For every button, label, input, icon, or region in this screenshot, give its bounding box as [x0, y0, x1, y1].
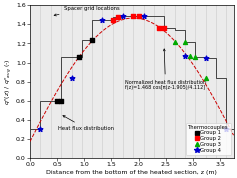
Text: Normalized heat flux distribution
f(z)=1.468 cos[π(z-1.905)/4.112]: Normalized heat flux distribution f(z)=1… — [125, 49, 206, 90]
Point — [204, 56, 207, 59]
Point — [183, 40, 187, 43]
Text: Spacer grid locations: Spacer grid locations — [54, 6, 119, 16]
Point — [59, 100, 63, 103]
Point — [188, 54, 192, 57]
Point — [116, 15, 120, 18]
Point — [100, 18, 104, 21]
Point — [70, 76, 73, 79]
Point — [193, 55, 197, 58]
Point — [173, 40, 177, 43]
Point — [224, 128, 228, 130]
Point — [90, 38, 94, 41]
Point — [157, 27, 161, 30]
Point — [121, 14, 125, 17]
Point — [137, 14, 141, 17]
Point — [183, 54, 187, 57]
X-axis label: Distance from the bottom of the heated section, z (m): Distance from the bottom of the heated s… — [46, 169, 217, 174]
Legend: Group 1, Group 2, Group 3, Group 4: Group 1, Group 2, Group 3, Group 4 — [186, 123, 231, 155]
Point — [55, 100, 59, 103]
Point — [162, 27, 166, 30]
Point — [204, 76, 207, 79]
Point — [111, 18, 115, 21]
Point — [38, 128, 42, 130]
Y-axis label: $q''(z)$ / $q''_{avg}$ (-): $q''(z)$ / $q''_{avg}$ (-) — [4, 58, 14, 105]
Point — [132, 14, 135, 17]
Point — [77, 55, 81, 58]
Point — [142, 14, 146, 17]
Text: Heat flux distribution: Heat flux distribution — [58, 116, 114, 131]
